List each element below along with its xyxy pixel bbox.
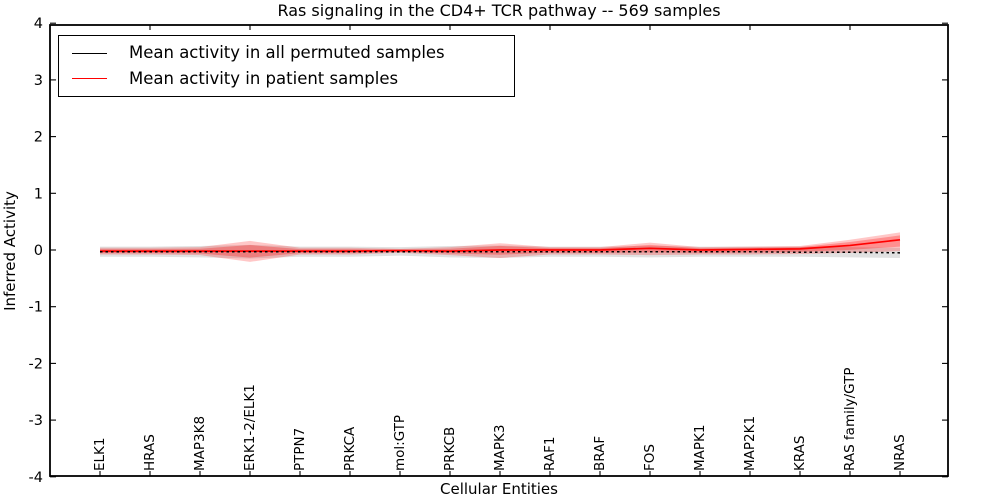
x-tick-label: PTPN7 <box>292 428 308 471</box>
y-tick-label: 3 <box>34 73 43 89</box>
x-tick-label: MAPK3 <box>492 425 508 471</box>
y-tick-label: 1 <box>34 186 43 202</box>
y-tick-label: -4 <box>29 470 43 486</box>
chart-title: Ras signaling in the CD4+ TCR pathway --… <box>277 1 721 20</box>
y-tick-label: 0 <box>34 243 43 259</box>
x-tick-label: FOS <box>642 444 658 471</box>
x-tick-label: MAP3K8 <box>192 416 208 471</box>
legend-item-patient: Mean activity in patient samples <box>59 68 514 88</box>
x-tick-label: NRAS <box>892 434 908 471</box>
x-tick-label: MAP2K1 <box>742 416 758 471</box>
y-tick-label: -3 <box>29 413 43 429</box>
patient-band-outer <box>100 232 900 262</box>
y-tick-label: 2 <box>34 130 43 146</box>
legend-label: Mean activity in all permuted samples <box>129 43 445 62</box>
x-tick-label: mol:GTP <box>392 415 408 471</box>
x-tick-label: RAF1 <box>542 437 558 471</box>
legend: Mean activity in all permuted samples Me… <box>58 35 515 97</box>
x-tick-label: RAS family/GTP <box>842 367 858 471</box>
x-tick-label: HRAS <box>142 434 158 471</box>
x-tick-label: KRAS <box>792 436 808 472</box>
x-tick-label: MAPK1 <box>692 425 708 471</box>
black-line-swatch-icon <box>72 52 107 54</box>
legend-item-permuted: Mean activity in all permuted samples <box>59 43 514 62</box>
y-tick-label: -1 <box>29 300 43 316</box>
x-tick-label: BRAF <box>592 436 608 471</box>
x-tick-label: ERK1-2/ELK1 <box>242 384 258 471</box>
x-tick-label: PRKCB <box>442 427 458 471</box>
legend-label: Mean activity in patient samples <box>129 68 399 88</box>
x-tick-label: PRKCA <box>342 426 358 471</box>
x-tick-label: ELK1 <box>92 438 108 472</box>
permuted-band <box>100 244 900 259</box>
y-axis-label: Inferred Activity <box>1 191 19 311</box>
permuted-mean-line <box>100 250 901 254</box>
y-tick-label: 4 <box>34 16 43 32</box>
y-tick-label: -2 <box>29 356 43 372</box>
red-line-swatch-icon <box>72 78 107 80</box>
x-axis-label: Cellular Entities <box>440 480 558 498</box>
